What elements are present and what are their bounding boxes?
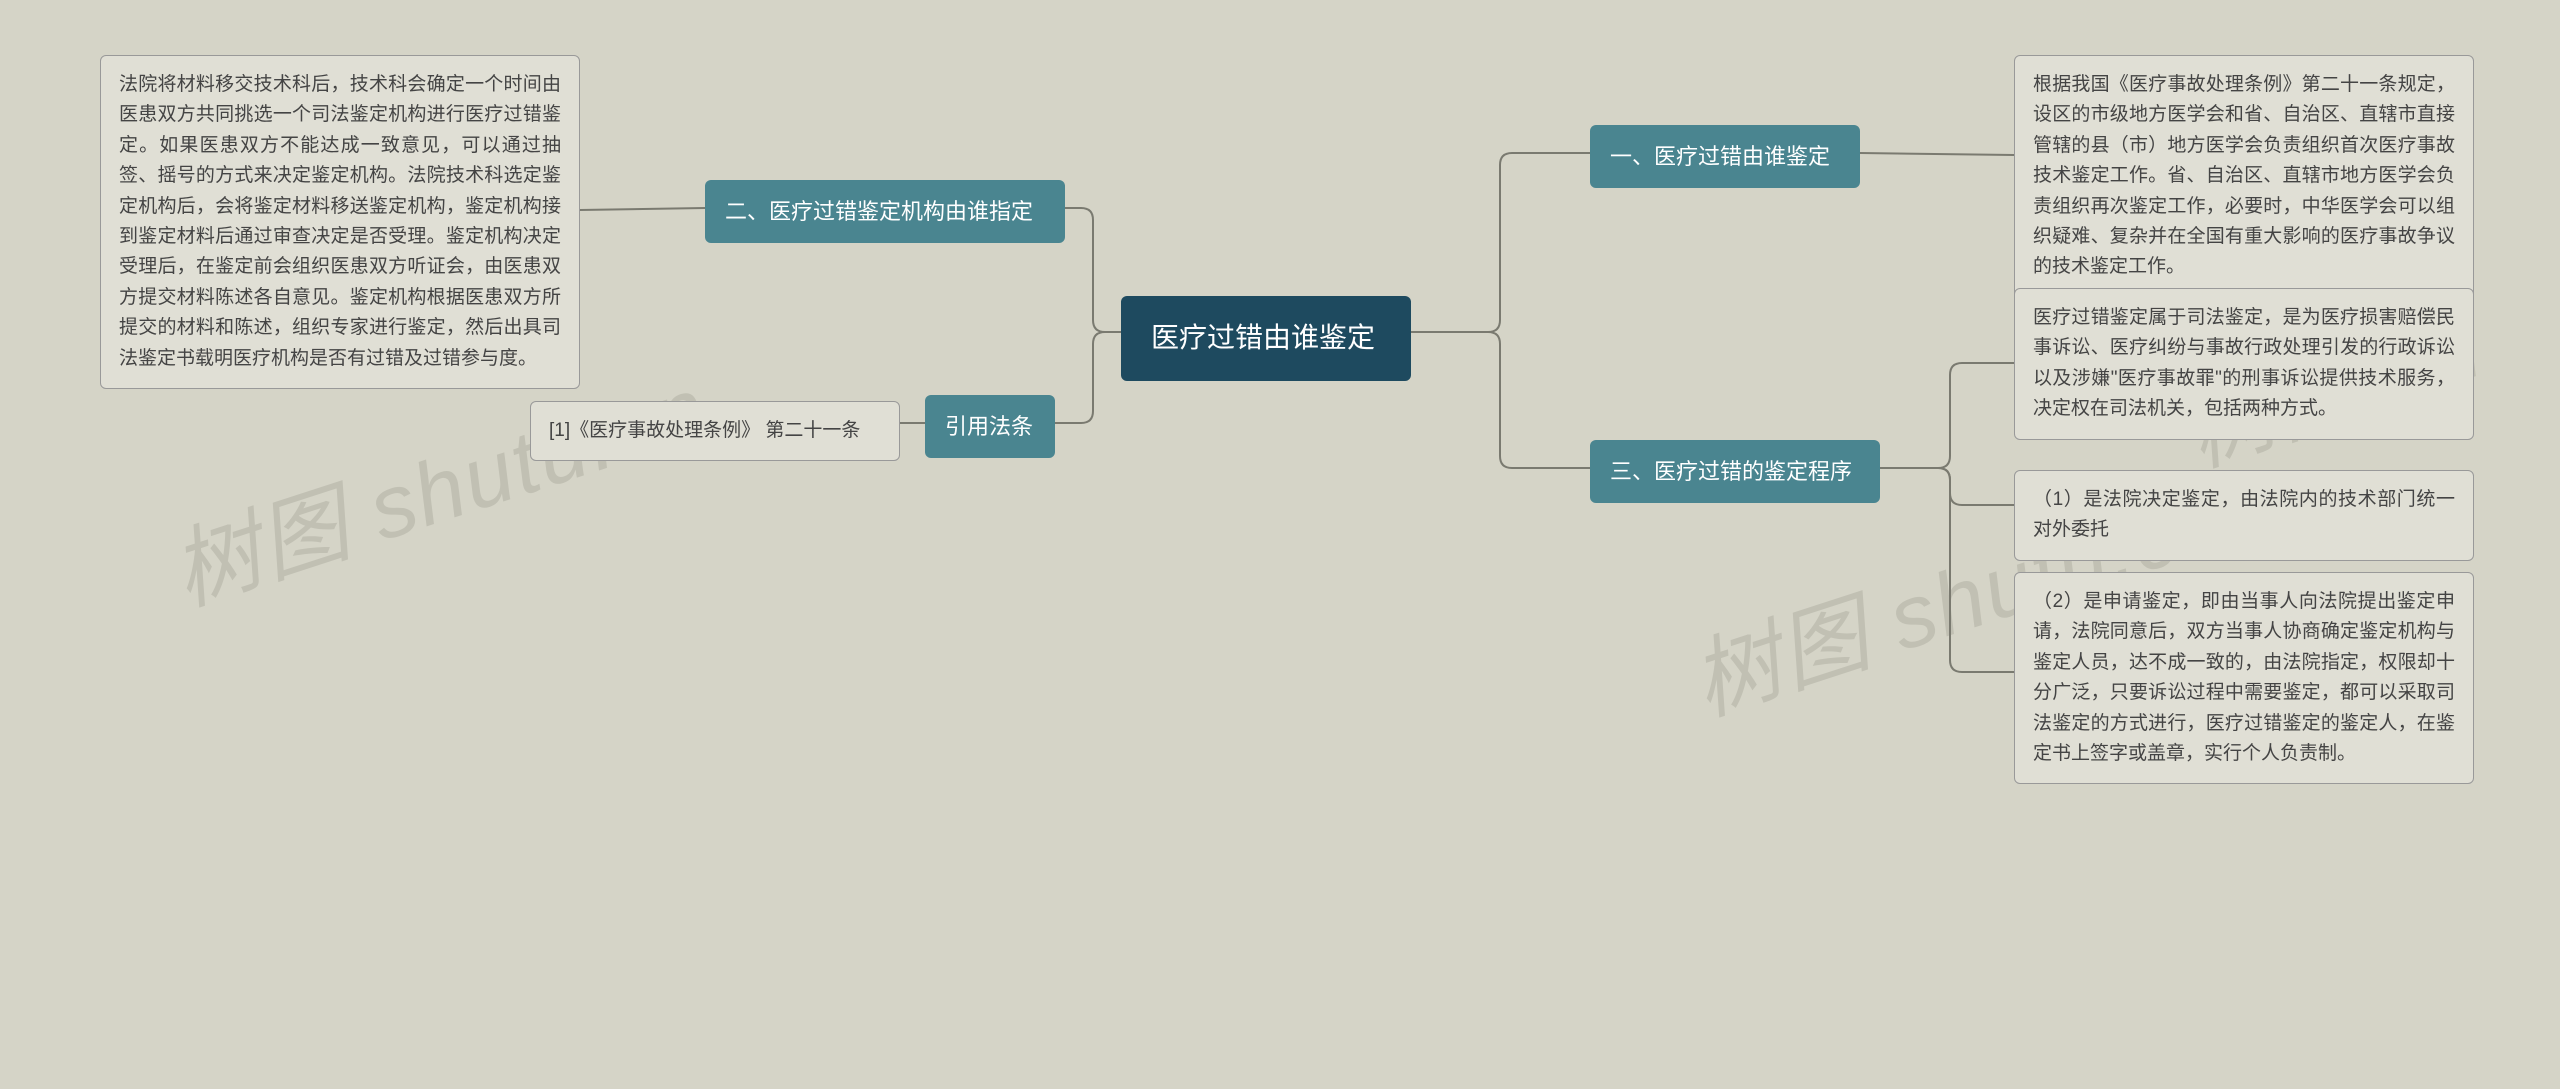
branch-1: 一、医疗过错由谁鉴定 (1590, 125, 1860, 188)
branch-4: 引用法条 (925, 395, 1055, 458)
root-node: 医疗过错由谁鉴定 (1121, 296, 1411, 381)
leaf-4: [1]《医疗事故处理条例》 第二十一条 (530, 401, 900, 461)
leaf-3b: （1）是法院决定鉴定，由法院内的技术部门统一对外委托 (2014, 470, 2474, 561)
leaf-2: 法院将材料移交技术科后，技术科会确定一个时间由医患双方共同挑选一个司法鉴定机构进… (100, 55, 580, 389)
leaf-3a: 医疗过错鉴定属于司法鉴定，是为医疗损害赔偿民事诉讼、医疗纠纷与事故行政处理引发的… (2014, 288, 2474, 440)
leaf-3c: （2）是申请鉴定，即由当事人向法院提出鉴定申请，法院同意后，双方当事人协商确定鉴… (2014, 572, 2474, 784)
branch-2: 二、医疗过错鉴定机构由谁指定 (705, 180, 1065, 243)
branch-3: 三、医疗过错的鉴定程序 (1590, 440, 1880, 503)
leaf-1: 根据我国《医疗事故处理条例》第二十一条规定，设区的市级地方医学会和省、自治区、直… (2014, 55, 2474, 298)
